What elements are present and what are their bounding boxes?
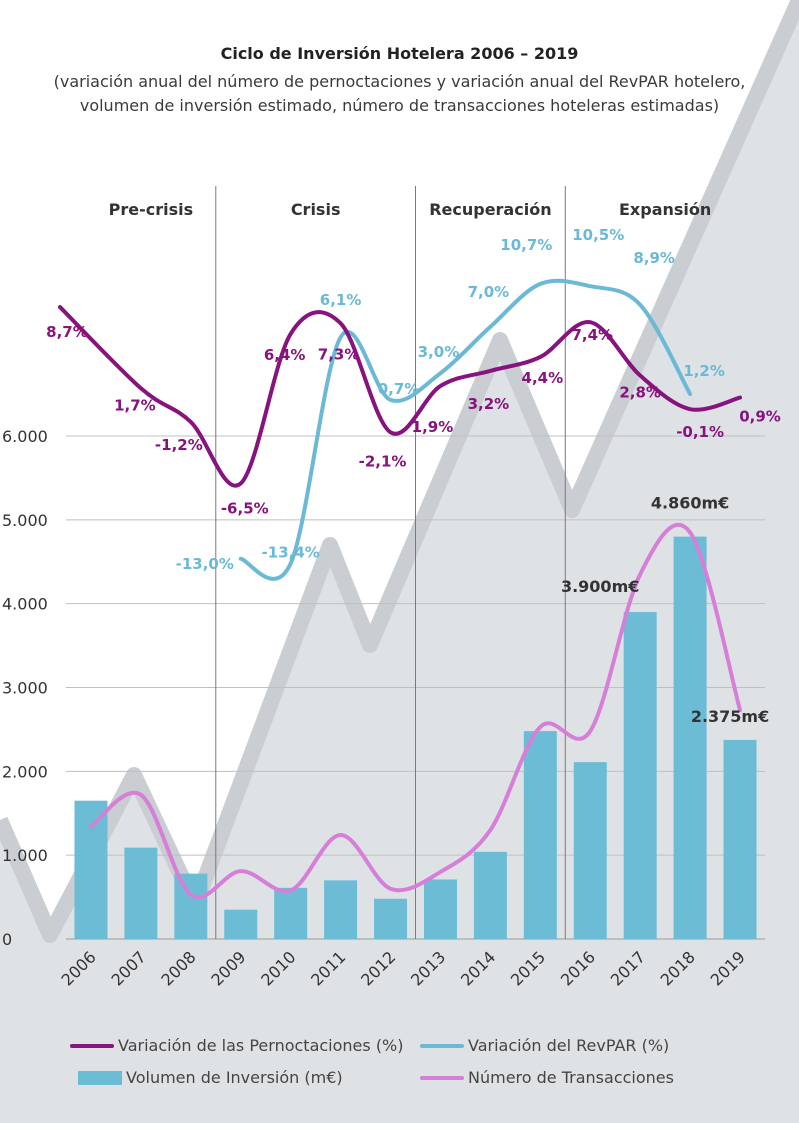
bar-2018 (673, 536, 707, 939)
legend-label: Volumen de Inversión (m€) (126, 1068, 343, 1087)
chart-legend: Variación de las Pernoctaciones (%) Varia… (0, 1030, 799, 1100)
bar-annotation-2019: 2.375m€ (691, 707, 769, 726)
bar-2011 (324, 880, 358, 939)
legend-label: Variación de las Pernoctaciones (%) (118, 1036, 404, 1055)
legend-label: Variación del RevPAR (%) (468, 1036, 670, 1055)
chart-title: Ciclo de Inversión Hotelera 2006 – 2019 (220, 44, 579, 63)
overnight-stays-label-2008: -1,2% (155, 436, 203, 454)
revpar-label-2011: 6,1% (320, 291, 362, 309)
legend-item: Volumen de Inversión (m€) (78, 1068, 343, 1087)
bar-2017 (623, 612, 657, 939)
label-layer: 3.900m€ 4.860m€ 2.375m€ 8,7% 1,7% -1,2% -6,5% 6… (46, 226, 781, 726)
transactions-line (88, 522, 743, 900)
phase-label: Expansión (619, 200, 711, 219)
legend-item: Número de Transacciones (420, 1068, 674, 1087)
bar-2014 (473, 851, 507, 939)
y-tick-label: 6.000 (2, 427, 48, 446)
bar-2007 (124, 847, 158, 939)
legend-label: Número de Transacciones (468, 1068, 674, 1087)
overnight-stays-label-2011: 7,3% (318, 345, 360, 363)
bar-2006 (74, 800, 108, 939)
overnight-stays-label-2018: -0,1% (676, 423, 724, 441)
bar-annotation-2018: 4.860m€ (651, 494, 729, 513)
bar-annotation-2017: 3.900m€ (561, 577, 639, 596)
overnight-stays-label-2015: 4,4% (522, 369, 564, 387)
overnight-stays-label-2019: 0,9% (739, 408, 781, 426)
legend-item: Variación del RevPAR (%) (420, 1036, 669, 1055)
legend-swatch (78, 1070, 122, 1085)
revpar-label-2018: 1,2% (683, 362, 725, 380)
legend-item: Variación de las Pernoctaciones (%) (70, 1036, 404, 1055)
line-layer (58, 278, 743, 900)
bar-2015 (523, 731, 557, 939)
y-tick-label: 3.000 (2, 679, 48, 698)
overnight-stays-label-2006: 8,7% (46, 323, 88, 341)
chart-subtitle: (variación anual del número de pernoctac… (53, 72, 746, 115)
bar-2010 (274, 887, 308, 939)
revpar-label-2012: 0,7% (378, 380, 420, 398)
revpar-label-2016: 10,5% (572, 226, 624, 244)
overnight-stays-line (58, 305, 743, 488)
overnight-stays-label-2012: -2,1% (359, 452, 407, 470)
bar-2012 (374, 898, 408, 939)
bar-2008 (174, 873, 208, 939)
bar-2016 (573, 762, 607, 939)
revpar-label-2013: 3,0% (418, 343, 460, 361)
y-tick-label: 4.000 (2, 595, 48, 614)
legend-swatch (420, 1075, 464, 1080)
phase-layer: Pre-crisis Crisis Recuperación Expansión (109, 186, 711, 939)
overnight-stays-label-2010: 6,4% (264, 346, 306, 364)
overnight-stays-label-2014: 3,2% (468, 395, 510, 413)
phase-label: Crisis (291, 200, 341, 219)
overnight-stays-label-2009: -6,5% (221, 499, 269, 517)
bar-layer (74, 536, 757, 939)
bar-2009 (224, 909, 258, 939)
overnight-stays-label-2013: 1,9% (412, 418, 454, 436)
revpar-line (238, 278, 693, 581)
revpar-label-2014: 7,0% (468, 283, 510, 301)
y-tick-label: 0 (2, 930, 12, 949)
phase-label: Pre-crisis (109, 200, 194, 219)
revpar-label-2017: 8,9% (633, 249, 675, 267)
phase-label: Recuperación (429, 200, 551, 219)
overnight-stays-label-2017: 2,8% (619, 384, 661, 402)
bar-2013 (423, 879, 457, 939)
overnight-stays-label-2016: 7,4% (571, 326, 613, 344)
y-tick-label: 2.000 (2, 762, 48, 781)
revpar-label-2015: 10,7% (500, 236, 552, 254)
revpar-label-2009: -13,0% (176, 555, 234, 573)
overnight-stays-label-2007: 1,7% (114, 396, 156, 414)
y-tick-label: 5.000 (2, 511, 48, 530)
revpar-label-2010: -13,4% (262, 543, 320, 561)
legend-swatch (70, 1043, 114, 1048)
y-tick-label: 1.000 (2, 846, 48, 865)
bar-2019 (723, 739, 757, 939)
legend-swatch (420, 1043, 464, 1048)
